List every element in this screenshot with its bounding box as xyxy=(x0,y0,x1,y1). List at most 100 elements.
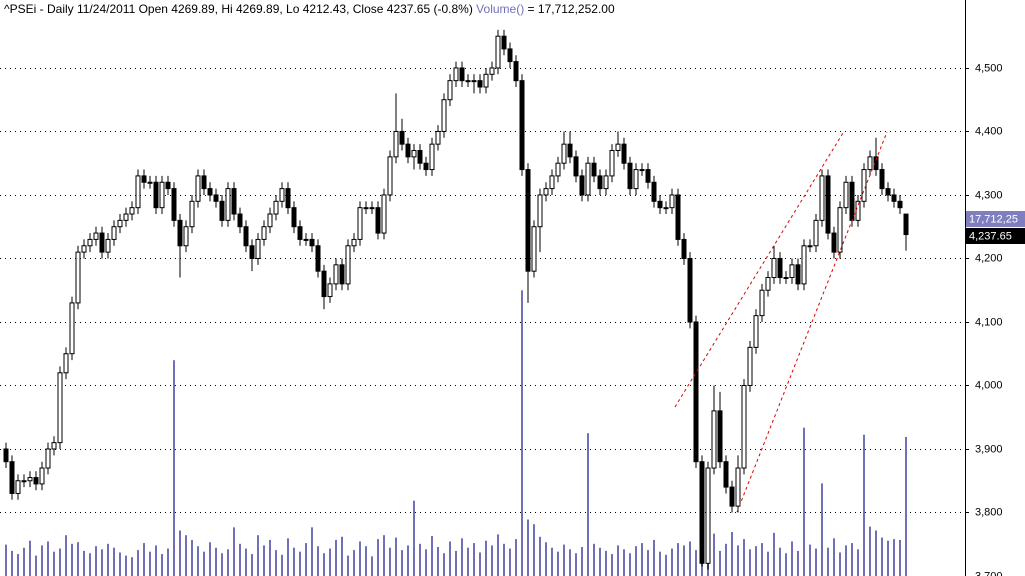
volume-bar xyxy=(719,550,721,576)
candle-body xyxy=(705,467,711,564)
candle-body xyxy=(621,143,627,164)
volume-bar xyxy=(191,539,193,576)
candle-body xyxy=(63,353,69,374)
candle-body xyxy=(87,238,93,247)
volume-bar xyxy=(737,545,739,576)
candle-body xyxy=(45,448,51,469)
volume-bar xyxy=(83,550,85,576)
volume-bar xyxy=(101,549,103,576)
candle-body xyxy=(525,169,531,272)
volume-bar xyxy=(431,535,433,576)
candle-body xyxy=(225,188,231,221)
candle-body xyxy=(207,188,213,196)
chart-title: ^PSEi - Daily 11/24/2011 Open 4269.89, H… xyxy=(4,2,615,16)
candle-body xyxy=(711,410,717,469)
candle-body xyxy=(633,169,639,190)
candle-body xyxy=(279,188,285,202)
candle-body xyxy=(777,257,783,279)
candle-body xyxy=(21,480,27,483)
candle-body xyxy=(813,219,819,247)
volume-bar xyxy=(815,548,817,576)
candle-body xyxy=(177,219,183,247)
candle-body xyxy=(237,213,243,228)
volume-bar xyxy=(119,552,121,576)
candle-body xyxy=(489,67,495,75)
candle-body xyxy=(135,175,141,209)
volume-bar xyxy=(773,532,775,576)
candle-body xyxy=(501,35,507,50)
candle-body xyxy=(141,175,147,183)
candle-body xyxy=(789,264,795,279)
volume-bar xyxy=(791,541,793,576)
volume-bar xyxy=(323,553,325,576)
candle-body xyxy=(609,150,615,177)
volume-bar xyxy=(305,543,307,576)
volume-bar xyxy=(107,543,109,576)
volume-bar xyxy=(569,549,571,576)
candle-body xyxy=(771,257,777,279)
candle-body xyxy=(309,238,315,247)
close-label-box xyxy=(966,228,1025,244)
candle-body xyxy=(543,188,549,196)
candle-body xyxy=(471,80,477,83)
candle-body xyxy=(849,181,855,221)
candle-body xyxy=(333,264,339,285)
candle-body xyxy=(381,194,387,234)
candle-body xyxy=(819,175,825,221)
volume-bar xyxy=(299,551,301,576)
volume-bar xyxy=(215,547,217,576)
candle-body xyxy=(801,245,807,285)
volume-bar xyxy=(113,547,115,576)
volume-bar xyxy=(545,542,547,576)
candle-body xyxy=(687,257,693,323)
volume-bar xyxy=(395,537,397,576)
y-tick-label: 4,500 xyxy=(975,62,1003,74)
candle-body xyxy=(189,200,195,228)
candle-body xyxy=(753,315,759,348)
volume-bar xyxy=(419,543,421,576)
candle-body xyxy=(303,238,309,241)
candle-body xyxy=(465,80,471,83)
candle-body xyxy=(561,143,567,164)
candle-body xyxy=(111,226,117,240)
volume-bar xyxy=(497,534,499,576)
volume-bar xyxy=(347,555,349,576)
candle-body xyxy=(639,169,645,172)
volume-bar xyxy=(203,551,205,576)
candle-body xyxy=(579,175,585,196)
candle-body xyxy=(183,226,189,247)
volume-bar xyxy=(359,541,361,576)
volume-bar xyxy=(713,533,715,576)
candle-body xyxy=(81,245,87,253)
volume-bar xyxy=(245,548,247,576)
volume-bar xyxy=(905,437,907,576)
volume-bar xyxy=(485,540,487,576)
candle-body xyxy=(267,213,273,228)
volume-bar xyxy=(875,530,877,576)
candle-body xyxy=(423,162,429,171)
candle-body xyxy=(243,226,249,247)
volume-bar xyxy=(509,548,511,576)
candle-body xyxy=(375,207,381,234)
candle-body xyxy=(591,162,597,177)
volume-bar xyxy=(5,544,7,576)
candle-body xyxy=(897,200,903,209)
candle-body xyxy=(837,207,843,253)
volume-bar xyxy=(65,535,67,576)
volume-bar xyxy=(761,543,763,576)
candle-body xyxy=(129,207,135,215)
volume-bar xyxy=(71,543,73,576)
candle-body xyxy=(417,150,423,164)
volume-bar xyxy=(473,543,475,576)
candle-body xyxy=(657,200,663,209)
candle-body xyxy=(879,169,885,190)
volume-bar xyxy=(671,548,673,576)
candle-body xyxy=(729,486,735,507)
candle-body xyxy=(249,245,255,259)
candle-body xyxy=(3,448,9,463)
candle-body xyxy=(153,181,159,209)
y-axis: 3,700 3,800 3,900 4,000 4,100 4,200 4,300 4,400… xyxy=(965,62,1003,576)
volume-bar xyxy=(155,545,157,576)
volume-bar xyxy=(137,550,139,576)
